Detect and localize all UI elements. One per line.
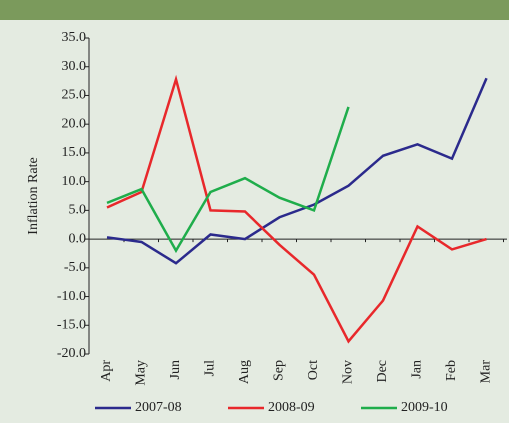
x-tick-label: May [134, 360, 149, 386]
y-tick-label: 10.0 [62, 174, 87, 189]
legend-label: 2009-10 [401, 400, 448, 415]
y-tick-label: -10.0 [57, 289, 86, 304]
x-tick-label: Jul [203, 360, 218, 376]
series-line [106, 77, 488, 265]
y-tick-label: 30.0 [62, 59, 87, 74]
x-tick-label: Dec [375, 360, 390, 383]
y-tick-label: -20.0 [57, 346, 86, 361]
y-tick-label: 20.0 [62, 116, 87, 131]
y-tick-label: 25.0 [62, 88, 87, 103]
x-tick-label: Oct [306, 360, 321, 380]
series-line [106, 74, 487, 344]
legend-label: 2007-08 [135, 400, 182, 415]
header-bar [0, 0, 509, 20]
series-line [106, 106, 350, 254]
x-tick-label: Jan [410, 360, 425, 379]
y-axis-label: Inflation Rate [26, 157, 41, 234]
y-tick-label: -15.0 [57, 317, 86, 332]
y-tick-label: 0.0 [69, 231, 87, 246]
x-tick-label: Feb [444, 360, 459, 381]
y-tick-label: -5.0 [64, 260, 86, 275]
legend-label: 2008-09 [268, 400, 315, 415]
y-tick-label: 5.0 [69, 203, 87, 218]
y-tick-label: 15.0 [62, 145, 87, 160]
x-tick-label: Aug [237, 360, 252, 384]
x-tick-label: Mar [479, 360, 494, 384]
x-tick-label: Sep [272, 360, 287, 381]
x-tick-label: Apr [99, 360, 114, 382]
x-tick-label: Jun [168, 360, 183, 379]
x-tick-label: Nov [341, 360, 356, 384]
y-tick-label: 35.0 [62, 30, 87, 45]
